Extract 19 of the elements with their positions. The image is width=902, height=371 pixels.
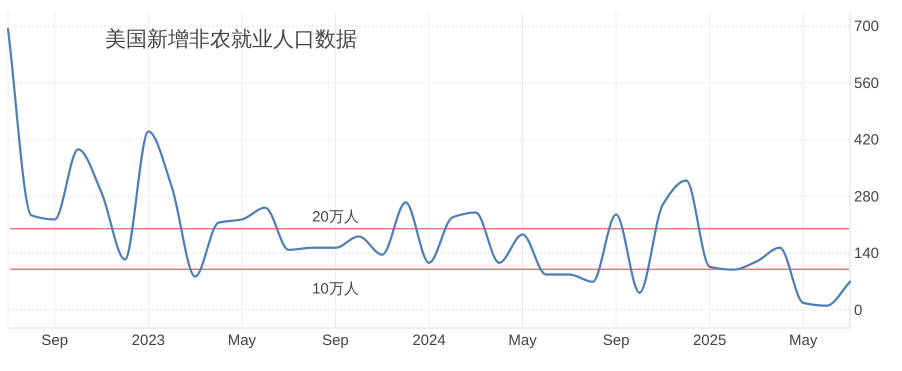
x-tick-label: May (508, 332, 538, 349)
x-tick-label: 2025 (692, 332, 726, 349)
x-tick-label: Sep (602, 332, 630, 349)
line-series (6, 28, 852, 307)
x-tick-label: May (789, 332, 818, 349)
y-tick-label: 140 (854, 245, 880, 262)
y-tick-label: 280 (854, 188, 880, 206)
x-tick-label: May (228, 332, 257, 349)
x-tick-label: Sep (41, 332, 68, 349)
y-tick-label: 560 (854, 74, 880, 92)
ref-line-label: 10万人 (312, 280, 359, 298)
x-tick-label: 2024 (412, 332, 446, 349)
y-tick-label: 700 (854, 18, 880, 36)
y-tick-label: 420 (854, 132, 880, 149)
ref-line-label: 20万人 (312, 208, 359, 226)
y-tick-label: 0 (854, 302, 862, 319)
text: 美国新增非农就业人口数据 (105, 28, 357, 51)
x-tick-label: 2023 (132, 332, 166, 349)
x-tick-label: Sep (322, 332, 349, 349)
